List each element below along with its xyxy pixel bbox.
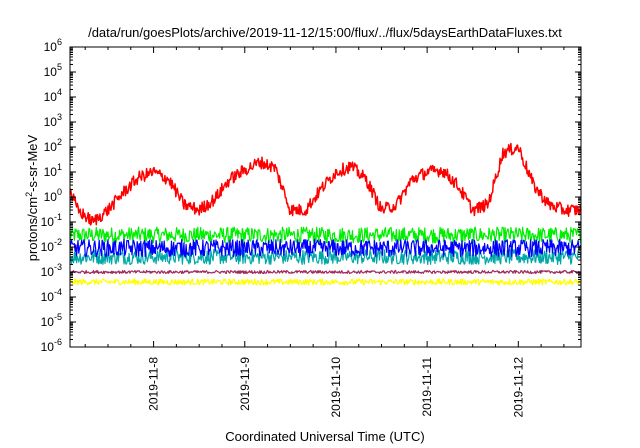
axes-layer: 10610510410310210110010-110-210-310-410-… — [41, 37, 581, 418]
y-tick-base: 10 — [41, 290, 55, 304]
series-line-5 — [69, 269, 582, 275]
y-tick-base: 10 — [44, 190, 58, 204]
y-tick-base: 10 — [41, 240, 55, 254]
x-axis-label: Coordinated Universal Time (UTC) — [225, 429, 424, 444]
y-axis-label: protons/cm2-s-sr-MeV — [24, 134, 40, 261]
y-tick-base: 10 — [41, 315, 55, 329]
y-tick-label: 10-2 — [41, 237, 62, 254]
y-label-post: -s-sr-MeV — [25, 134, 40, 191]
series-line-1 — [69, 226, 582, 244]
y-tick-exp: -1 — [54, 212, 62, 222]
y-tick-exp: -5 — [54, 312, 62, 322]
y-tick-exp: -4 — [54, 287, 62, 297]
y-tick-label: 102 — [44, 137, 62, 154]
y-tick-base: 10 — [44, 65, 58, 79]
y-tick-exp: -2 — [54, 237, 62, 247]
y-tick-exp: 4 — [57, 87, 62, 97]
x-tick-label: 2019-11-10 — [329, 357, 343, 418]
y-tick-label: 10-3 — [41, 262, 62, 279]
y-tick-base: 10 — [41, 215, 55, 229]
y-tick-label: 10-1 — [41, 212, 62, 229]
y-label-sup: 2 — [24, 192, 34, 197]
y-label-pre: protons/cm — [25, 197, 40, 261]
y-tick-exp: 2 — [57, 137, 62, 147]
y-tick-label: 101 — [44, 162, 62, 179]
y-tick-label: 104 — [44, 87, 62, 104]
plot-frame — [69, 46, 582, 348]
y-tick-base: 10 — [44, 90, 58, 104]
y-tick-base: 10 — [44, 115, 58, 129]
y-tick-label: 100 — [44, 187, 62, 204]
chart-title: /data/run/goesPlots/archive/2019-11-12/1… — [88, 25, 562, 40]
y-tick-label: 10-4 — [41, 287, 62, 304]
y-tick-label: 10-5 — [41, 312, 62, 329]
y-tick-base: 10 — [44, 40, 58, 54]
y-tick-exp: 6 — [57, 37, 62, 47]
x-tick-label: 2019-11-9 — [238, 357, 252, 411]
y-tick-base: 10 — [41, 340, 55, 354]
y-tick-base: 10 — [41, 265, 55, 279]
y-tick-exp: -3 — [54, 262, 62, 272]
series-line-3 — [69, 278, 582, 286]
series-line-4 — [69, 238, 582, 258]
y-tick-exp: 5 — [57, 62, 62, 72]
x-tick-label: 2019-11-8 — [147, 357, 161, 411]
x-tick-label: 2019-11-12 — [511, 357, 525, 418]
y-tick-exp: 1 — [57, 162, 62, 172]
y-tick-label: 106 — [44, 37, 62, 54]
y-tick-base: 10 — [44, 140, 58, 154]
x-tick-label: 2019-11-11 — [420, 357, 434, 417]
y-tick-label: 105 — [44, 62, 62, 79]
series-layer — [69, 142, 582, 286]
y-tick-exp: -6 — [54, 337, 62, 347]
y-tick-exp: 3 — [57, 112, 62, 122]
y-tick-label: 10-6 — [41, 337, 62, 354]
y-tick-base: 10 — [44, 165, 58, 179]
y-tick-exp: 0 — [57, 187, 62, 197]
y-tick-label: 103 — [44, 112, 62, 129]
series-line-0 — [69, 142, 582, 226]
